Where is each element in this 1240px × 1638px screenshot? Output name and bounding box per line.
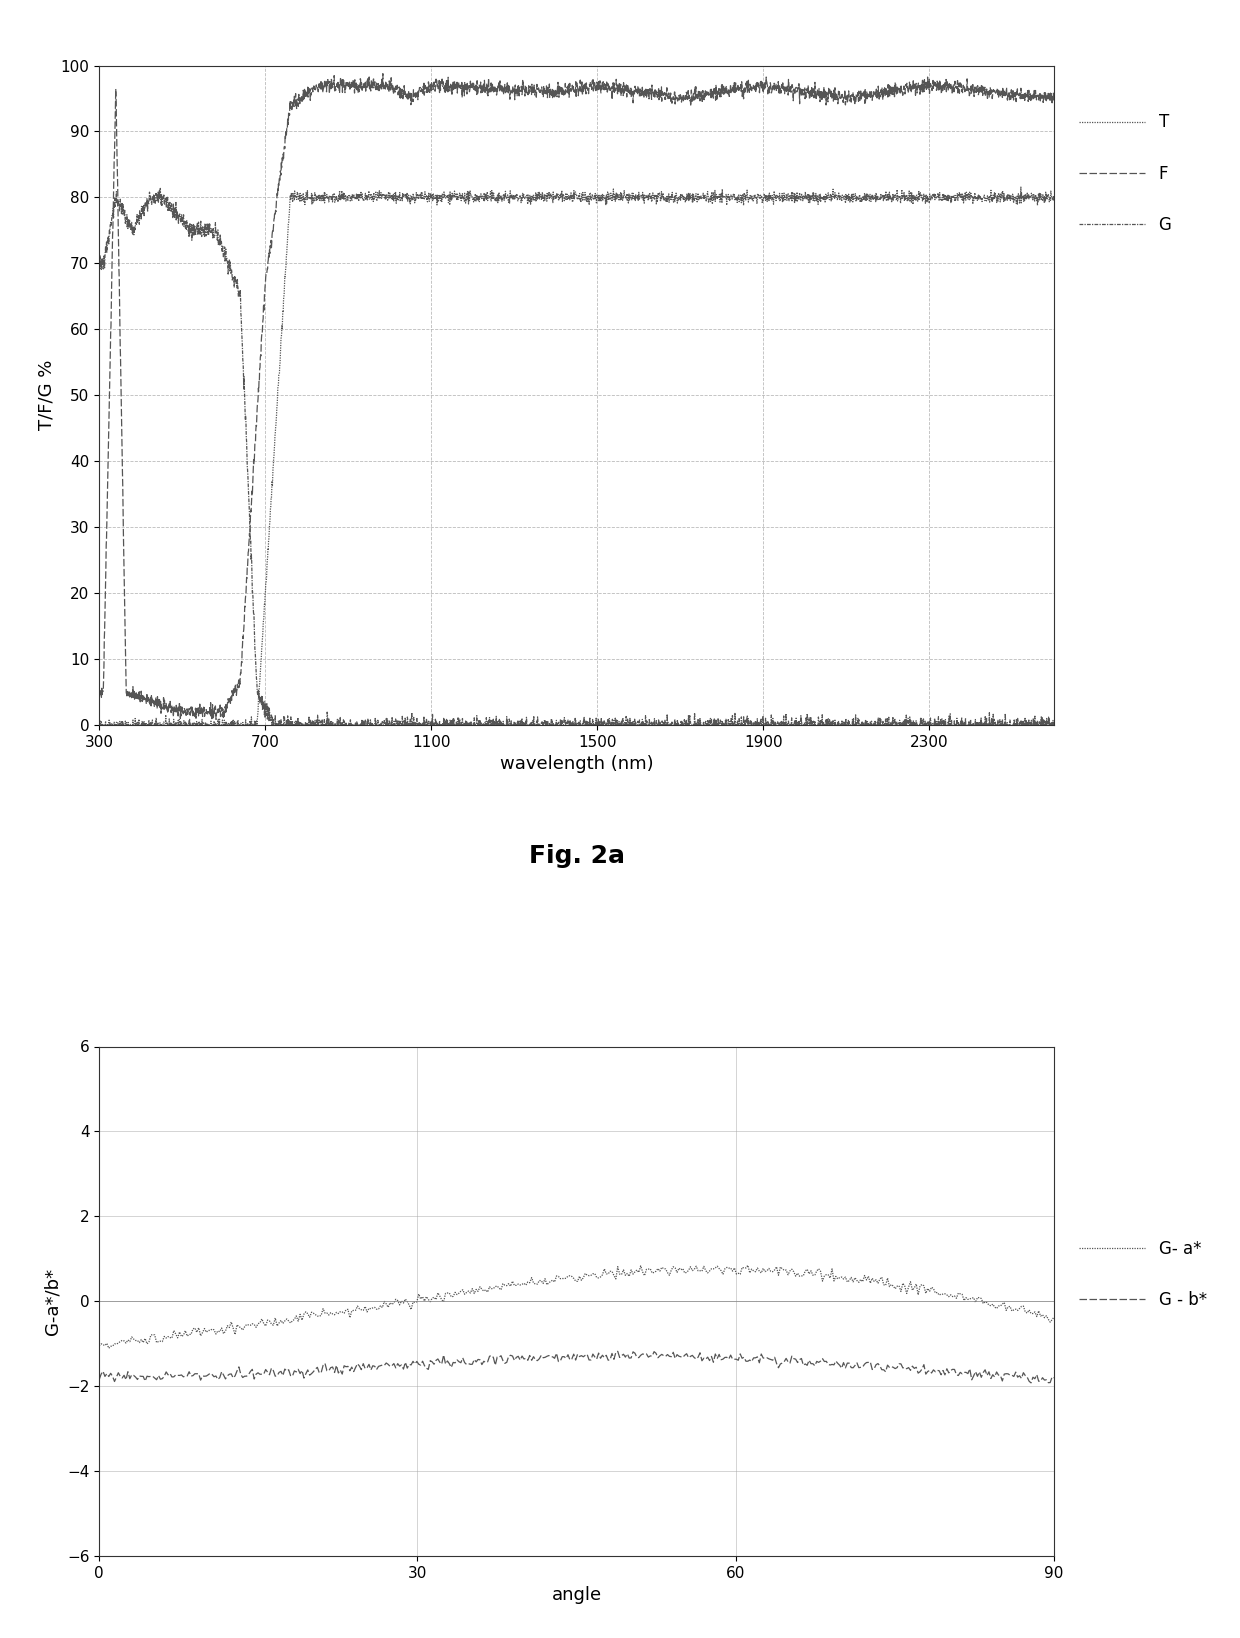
G [1047, 716, 1061, 735]
G - b* [92, 1369, 107, 1389]
G - b* [1023, 1373, 1038, 1392]
Legend: G- a*, G - b*: G- a*, G - b* [1071, 1233, 1213, 1315]
G [258, 708, 273, 727]
T [1028, 185, 1043, 205]
G- a* [662, 1266, 677, 1286]
G- a* [547, 1273, 562, 1292]
Line: T: T [99, 187, 1054, 726]
X-axis label: angle: angle [552, 1586, 601, 1604]
G - b* [610, 1342, 625, 1361]
F [1047, 87, 1061, 106]
G- a* [610, 1256, 625, 1276]
T [925, 187, 940, 206]
Legend: T, F, G: T, F, G [1071, 106, 1178, 241]
G [153, 179, 167, 198]
Line: F: F [99, 74, 1054, 719]
Text: Fig. 2a: Fig. 2a [528, 844, 625, 868]
G [500, 711, 515, 731]
F [208, 709, 223, 729]
G- a* [740, 1255, 755, 1274]
Line: G - b*: G - b* [99, 1351, 1054, 1382]
T [459, 193, 474, 213]
G- a* [1028, 1302, 1043, 1322]
T [500, 188, 515, 208]
Line: G- a*: G- a* [99, 1265, 1054, 1348]
T [1047, 188, 1061, 208]
F [500, 74, 515, 93]
F [925, 70, 940, 90]
G - b* [609, 1343, 624, 1363]
G- a* [1047, 1307, 1061, 1327]
G- a* [553, 1269, 568, 1289]
F [376, 64, 391, 84]
G- a* [878, 1276, 893, 1296]
F [459, 80, 474, 100]
F [92, 686, 107, 706]
Y-axis label: T/F/G %: T/F/G % [37, 360, 55, 431]
G- a* [92, 1337, 107, 1356]
G [925, 716, 940, 735]
G - b* [546, 1346, 560, 1366]
G- a* [102, 1338, 117, 1358]
G - b* [551, 1351, 565, 1371]
Y-axis label: G-a*/b*: G-a*/b* [43, 1268, 62, 1335]
T [1013, 177, 1028, 197]
T [92, 714, 107, 734]
F [258, 277, 273, 296]
G [92, 260, 107, 280]
G - b* [877, 1360, 892, 1379]
T [258, 585, 273, 604]
G - b* [1047, 1368, 1061, 1387]
G [201, 216, 216, 236]
G [1028, 716, 1043, 735]
F [201, 703, 216, 722]
G - b* [1028, 1369, 1043, 1389]
X-axis label: wavelength (nm): wavelength (nm) [500, 755, 653, 773]
F [1028, 87, 1043, 106]
G - b* [662, 1346, 677, 1366]
T [92, 716, 107, 735]
T [201, 716, 216, 735]
Line: G: G [99, 188, 1054, 726]
G [459, 714, 474, 734]
G [264, 716, 279, 735]
